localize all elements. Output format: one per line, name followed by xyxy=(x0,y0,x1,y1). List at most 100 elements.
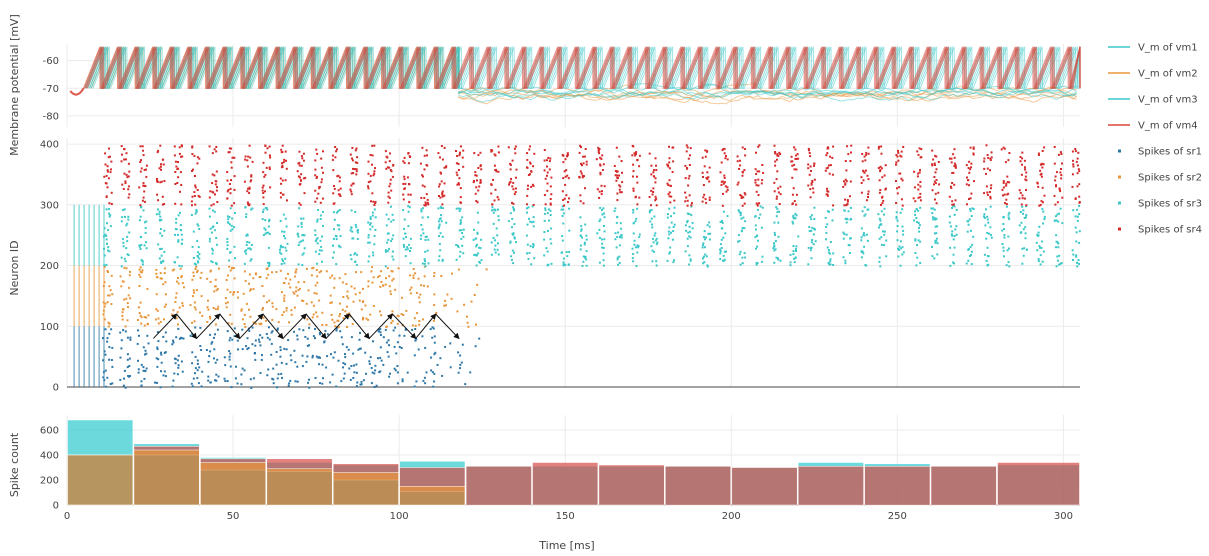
raster-spike xyxy=(337,359,340,362)
raster-spike xyxy=(1075,255,1078,258)
raster-spike xyxy=(124,330,127,333)
raster-spike xyxy=(1078,183,1081,186)
raster-spike xyxy=(315,177,318,179)
raster-spike xyxy=(969,197,972,200)
raster-spike xyxy=(374,167,376,170)
raster-spike xyxy=(138,244,141,247)
raster-spike xyxy=(497,219,500,222)
raster-spike xyxy=(564,183,567,186)
raster-spike xyxy=(173,268,176,271)
raster-spike xyxy=(303,192,306,195)
raster-spike xyxy=(270,331,273,334)
raster-spike xyxy=(142,366,145,369)
raster-spike xyxy=(137,306,140,309)
raster-spike xyxy=(196,189,199,191)
raster-spike xyxy=(294,275,297,278)
raster-spike xyxy=(231,338,234,341)
raster-spike xyxy=(214,183,217,186)
raster-spike xyxy=(952,253,955,256)
raster-spike xyxy=(895,180,897,182)
raster-spike xyxy=(860,251,863,253)
raster-spike xyxy=(144,353,146,356)
raster-spike xyxy=(369,174,372,177)
raster-spike xyxy=(930,207,933,210)
raster-spike xyxy=(1042,250,1045,253)
raster-spike xyxy=(758,202,761,205)
raster-spike xyxy=(245,234,248,237)
raster-spike xyxy=(316,175,318,178)
raster-spike xyxy=(407,152,410,154)
raster-spike xyxy=(229,192,232,195)
raster-spike xyxy=(386,166,389,169)
raster-spike xyxy=(227,218,230,221)
legend-label: V_m of vm4 xyxy=(1138,121,1198,132)
raster-spike xyxy=(247,247,250,250)
raster-spike xyxy=(284,246,287,249)
raster-spike xyxy=(920,156,923,159)
raster-spike xyxy=(547,263,550,266)
raster-spike xyxy=(413,317,416,320)
raster-spike xyxy=(104,233,107,236)
raster-spike xyxy=(350,172,353,175)
raster-spike xyxy=(261,336,264,339)
raster-spike xyxy=(261,189,264,192)
raster-spike xyxy=(439,232,442,235)
raster-spike xyxy=(531,221,534,224)
raster-spike xyxy=(1078,195,1081,198)
raster-spike xyxy=(315,292,318,295)
raster-spike xyxy=(794,157,797,160)
raster-spike xyxy=(314,174,317,177)
raster-spike xyxy=(457,351,460,354)
raster-spike xyxy=(441,258,444,261)
raster-spike xyxy=(124,386,127,389)
hist-ytick: 200 xyxy=(40,476,59,487)
raster-spike xyxy=(126,176,129,179)
raster-spike xyxy=(229,223,231,226)
raster-spike xyxy=(140,322,143,325)
raster-spike xyxy=(708,166,711,169)
raster-spike xyxy=(1036,234,1039,237)
raster-spike xyxy=(933,162,936,165)
raster-spike xyxy=(421,228,424,231)
raster-spike xyxy=(636,251,639,254)
raster-spike xyxy=(935,155,938,158)
raster-spike xyxy=(145,220,148,223)
raster-spike xyxy=(267,231,270,234)
raster-spike xyxy=(790,155,793,158)
raster-spike xyxy=(983,216,986,219)
raster-spike xyxy=(631,247,634,250)
raster-spike xyxy=(603,225,605,227)
raster-spike xyxy=(336,224,339,227)
raster-spike xyxy=(918,147,921,150)
raster-spike xyxy=(562,208,565,211)
raster-spike xyxy=(418,301,421,304)
raster-spike xyxy=(191,321,193,324)
raster-spike xyxy=(172,309,175,312)
raster-spike xyxy=(775,178,778,181)
raster-spike xyxy=(126,235,129,238)
vm-initial-trace xyxy=(69,87,85,96)
raster-spike xyxy=(895,161,898,164)
raster-spike xyxy=(318,299,321,302)
raster-spike xyxy=(103,227,106,230)
raster-spike xyxy=(972,146,975,149)
raster-spike xyxy=(476,211,479,214)
raster-spike xyxy=(333,185,335,187)
raster-spike xyxy=(951,172,954,174)
raster-spike xyxy=(721,204,724,207)
raster-spike xyxy=(983,253,986,256)
raster-spike xyxy=(986,191,989,194)
raster-spike xyxy=(415,338,418,341)
raster-spike xyxy=(650,164,653,167)
raster-spike xyxy=(194,203,197,206)
raster-spike xyxy=(121,183,124,186)
raster-spike xyxy=(233,277,236,280)
raster-spike xyxy=(1025,171,1028,174)
raster-spike xyxy=(849,195,851,198)
raster-spike xyxy=(108,358,111,361)
raster-spike xyxy=(386,250,389,253)
raster-spike xyxy=(877,147,880,150)
raster-spike xyxy=(126,319,129,322)
raster-spike xyxy=(198,157,201,160)
raster-spike xyxy=(358,347,361,350)
